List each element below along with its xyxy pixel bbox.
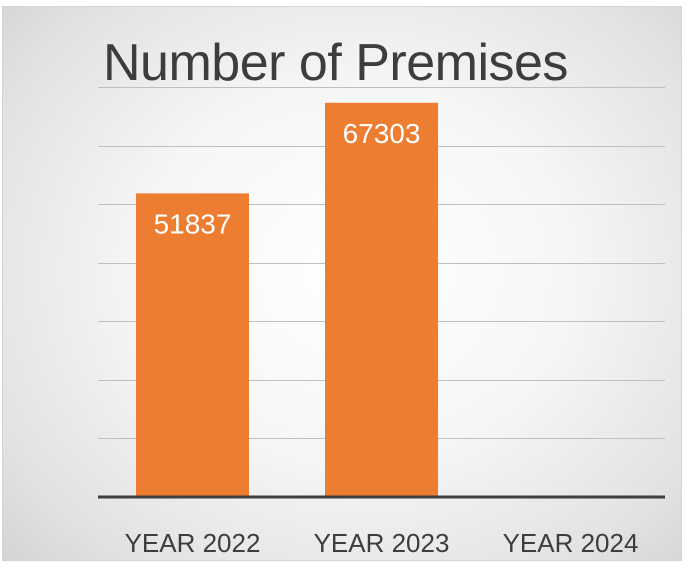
data-label: 51837 xyxy=(154,208,232,239)
bar-year-2022 xyxy=(136,193,249,497)
chart-title: Number of Premises xyxy=(103,34,568,92)
bar-year-2023 xyxy=(325,102,438,497)
x-tick-label: YEAR 2024 xyxy=(503,528,639,558)
data-label: 67303 xyxy=(343,118,421,149)
bar-chart-plot: 51837 YEAR 2022 67303 YEAR 2023 YEAR 2024 xyxy=(98,87,665,558)
x-tick-label: YEAR 2022 xyxy=(125,528,261,558)
chart-container: Number of Premises 51837 YEAR 2022 67303 YE… xyxy=(2,6,682,561)
x-tick-label: YEAR 2023 xyxy=(314,528,450,558)
